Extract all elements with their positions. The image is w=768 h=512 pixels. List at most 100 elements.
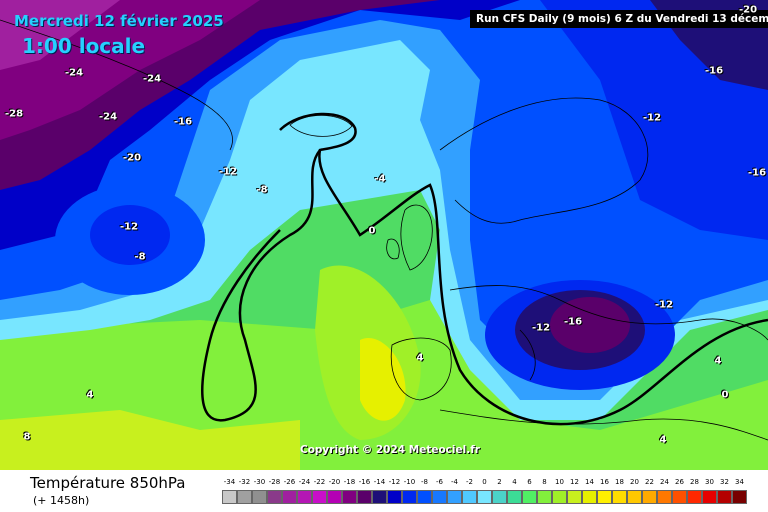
isotherm-label: -24 — [64, 67, 84, 79]
coast-italy — [519, 329, 536, 381]
scale-swatch — [342, 490, 357, 504]
isotherm-zero-west — [201, 149, 322, 422]
scale-tick-label: 24 — [660, 478, 669, 486]
scale-swatch — [462, 490, 477, 504]
scale-tick-label: -28 — [268, 478, 281, 486]
scale-tick-label: 34 — [735, 478, 744, 486]
isotherm-label: 4 — [659, 434, 667, 446]
isotherm-label: -16 — [747, 167, 767, 179]
temperature-map — [0, 0, 768, 470]
scale-swatch — [297, 490, 312, 504]
isotherm-label: 4 — [416, 352, 424, 364]
scale-tick-label: -32 — [238, 478, 251, 486]
scale-swatch — [507, 490, 522, 504]
isotherm-label: -24 — [98, 111, 118, 123]
scale-tick-label: 32 — [720, 478, 729, 486]
scale-tick-label: -12 — [388, 478, 401, 486]
scale-swatch — [432, 490, 447, 504]
scale-tick-label: 8 — [542, 478, 547, 486]
lead-time: (+ 1458h) — [33, 494, 90, 507]
isotherm-label: -12 — [218, 166, 238, 178]
scale-tick-label: 28 — [690, 478, 699, 486]
forecast-local-time: 1:00 locale — [22, 34, 146, 58]
coast-north-africa — [439, 409, 768, 441]
scale-swatch — [627, 490, 642, 504]
scale-swatch — [567, 490, 582, 504]
isotherm-label: 4 — [714, 355, 722, 367]
scale-swatch — [702, 490, 717, 504]
scale-swatch — [252, 490, 267, 504]
scale-tick-label: -6 — [436, 478, 443, 486]
isotherm-label: 8 — [23, 431, 31, 443]
scale-swatch — [447, 490, 462, 504]
scale-tick-label: -24 — [298, 478, 311, 486]
scale-swatch — [537, 490, 552, 504]
scale-tick-label: 14 — [585, 478, 594, 486]
scale-swatch — [717, 490, 732, 504]
scale-tick-label: 12 — [570, 478, 579, 486]
isotherm-label: -16 — [173, 116, 193, 128]
scale-tick-label: -34 — [223, 478, 236, 486]
scale-tick-label: 20 — [630, 478, 639, 486]
scale-swatch — [237, 490, 252, 504]
coast-europe — [449, 285, 768, 341]
coast-ireland — [386, 238, 400, 260]
isotherm-label: -12 — [642, 112, 662, 124]
coast-iberia — [390, 337, 452, 401]
scale-tick-label: -20 — [328, 478, 341, 486]
scale-swatch — [267, 490, 282, 504]
scale-tick-label: -4 — [451, 478, 458, 486]
scale-swatch — [657, 490, 672, 504]
scale-tick-label: -22 — [313, 478, 326, 486]
isotherm-label: -12 — [531, 322, 551, 334]
isotherm-label: -24 — [142, 73, 162, 85]
isotherm-label: 0 — [368, 225, 376, 237]
scale-swatch — [387, 490, 402, 504]
iceland-pocket — [282, 107, 358, 143]
scale-swatch — [582, 490, 597, 504]
scale-swatch — [357, 490, 372, 504]
coastlines — [0, 19, 768, 441]
coast-greenland — [0, 19, 233, 151]
scale-tick-label: -18 — [343, 478, 356, 486]
isotherm-label: -28 — [4, 108, 24, 120]
scale-swatch — [492, 490, 507, 504]
scale-swatch — [282, 490, 297, 504]
field-arctic-peak — [0, 0, 120, 70]
scale-tick-label: -2 — [466, 478, 473, 486]
isotherm-label: -20 — [122, 152, 142, 164]
cyclone-core — [90, 205, 170, 265]
isotherm-label: -12 — [654, 299, 674, 311]
isotherm-label: -20 — [738, 4, 758, 16]
scale-tick-label: 26 — [675, 478, 684, 486]
scale-swatch — [402, 490, 417, 504]
isotherm-zero-east — [279, 112, 768, 426]
scale-swatch — [222, 490, 237, 504]
scale-tick-label: 16 — [600, 478, 609, 486]
med-cold-core — [550, 297, 630, 353]
scale-swatch — [372, 490, 387, 504]
coast-iceland — [289, 115, 353, 137]
scale-swatch — [732, 490, 747, 504]
scale-swatch — [417, 490, 432, 504]
scale-tick-label: 18 — [615, 478, 624, 486]
scale-tick-label: 30 — [705, 478, 714, 486]
isotherm-label: -16 — [704, 65, 724, 77]
scale-tick-label: -14 — [373, 478, 386, 486]
scale-tick-label: -8 — [421, 478, 428, 486]
scale-tick-label: -26 — [283, 478, 296, 486]
scale-tick-label: -16 — [358, 478, 371, 486]
isotherm-label: -16 — [563, 316, 583, 328]
scale-swatch — [612, 490, 627, 504]
scale-tick-label: 4 — [512, 478, 517, 486]
scale-swatch — [687, 490, 702, 504]
field-warm-southwest — [0, 410, 300, 470]
scale-tick-label: 0 — [482, 478, 487, 486]
isotherm-label: -12 — [119, 221, 139, 233]
scale-tick-label: 10 — [555, 478, 564, 486]
scale-swatch — [642, 490, 657, 504]
scale-swatch — [327, 490, 342, 504]
scale-tick-label: 2 — [497, 478, 502, 486]
isotherm-label: 0 — [721, 389, 729, 401]
run-info-banner: Run CFS Daily (9 mois) 6 Z du Vendredi 1… — [470, 10, 768, 28]
